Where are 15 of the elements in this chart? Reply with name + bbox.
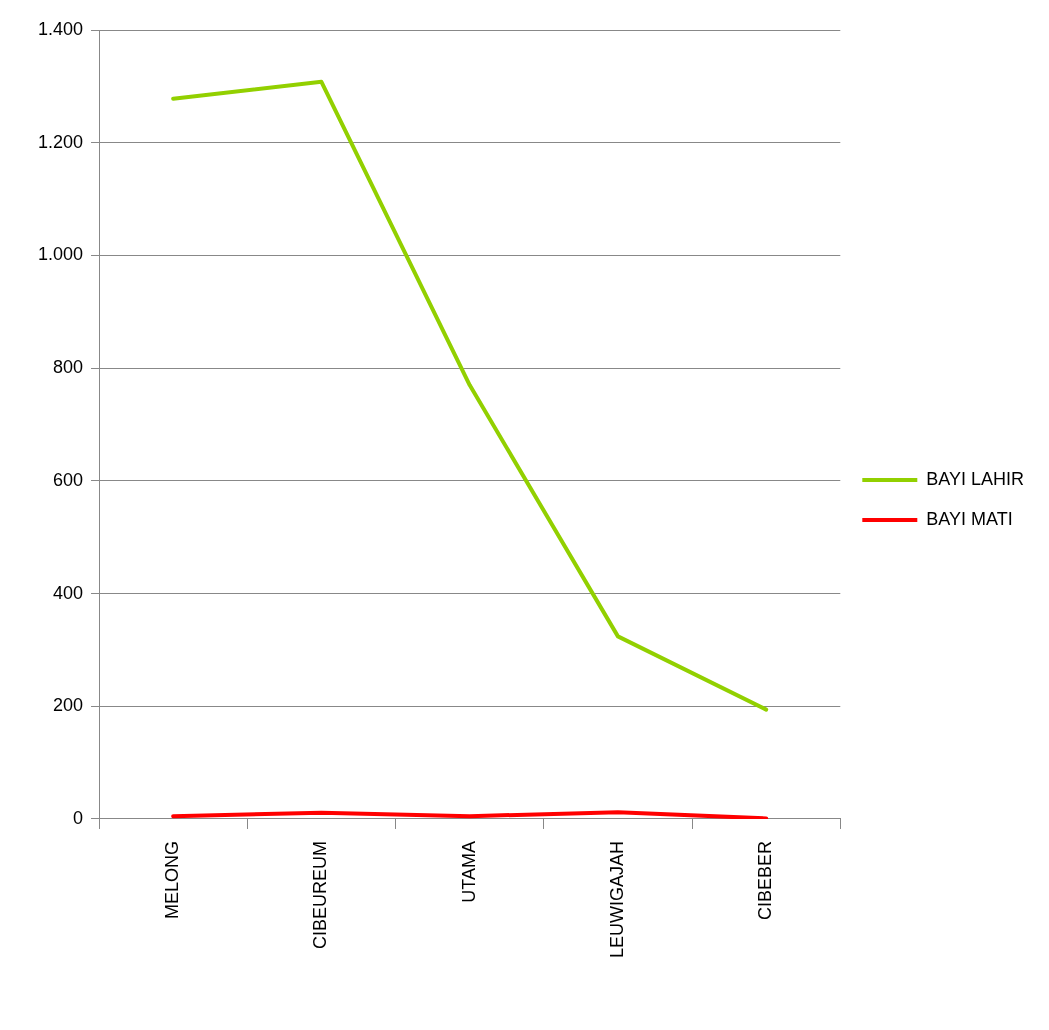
y-tick-label: 0 — [73, 807, 84, 828]
x-tick-label: LEUWIGAJAH — [606, 840, 627, 959]
x-tick-label: MELONG — [162, 840, 183, 919]
y-tick-label: 600 — [53, 469, 84, 490]
legend-label: BAYI LAHIR — [926, 468, 1024, 489]
x-tick-label: CIBEUREUM — [310, 840, 331, 949]
legend-label: BAYI MATI — [926, 508, 1013, 529]
y-tick-label: 1.000 — [38, 244, 84, 265]
y-tick-label: 800 — [53, 357, 84, 378]
x-tick-label: UTAMA — [458, 840, 479, 903]
y-tick-label: 400 — [53, 582, 84, 603]
x-tick-label: CIBEBER — [755, 840, 776, 921]
y-tick-label: 1.400 — [38, 18, 84, 39]
y-tick-label: 1.200 — [38, 131, 84, 152]
y-tick-label: 200 — [53, 695, 84, 716]
